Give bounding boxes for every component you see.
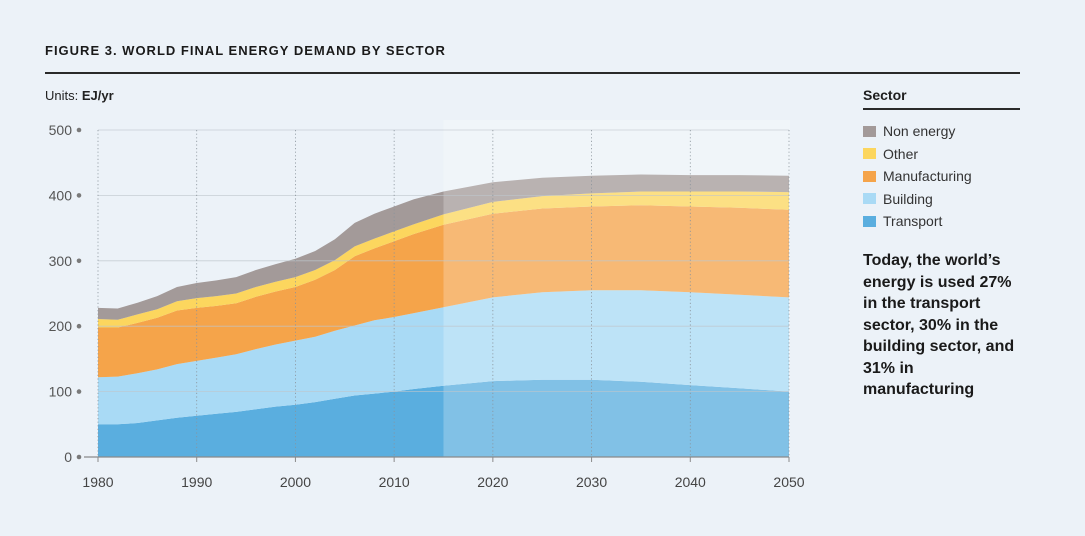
area-non-energy — [98, 174, 789, 320]
x-tick-label: 1990 — [181, 474, 212, 490]
legend-item: Building — [863, 188, 1020, 211]
legend-items: Non energy Other Manufacturing Building Tran… — [863, 120, 1020, 233]
x-tick-label: 1980 — [82, 474, 113, 490]
y-tick-dot — [76, 193, 82, 198]
x-tick-label: 2010 — [379, 474, 410, 490]
y-tick-label: 200 — [49, 318, 73, 334]
x-tick-label: 2020 — [477, 474, 508, 490]
legend-item: Manufacturing — [863, 165, 1020, 188]
legend-item: Non energy — [863, 120, 1020, 143]
units-value: EJ/yr — [81, 88, 114, 103]
legend-label: Manufacturing — [883, 168, 972, 185]
y-tick-label: 100 — [49, 384, 73, 400]
x-tick-label: 2040 — [675, 474, 706, 490]
legend-divider — [863, 108, 1020, 110]
area-transport — [98, 379, 789, 457]
legend-label: Building — [883, 190, 933, 207]
legend-swatch — [863, 193, 876, 205]
units-label: Units: EJ/yr — [45, 88, 114, 103]
legend-label: Transport — [883, 213, 943, 230]
y-tick-dot — [76, 258, 82, 264]
x-tick-label: 2050 — [773, 474, 804, 490]
x-tick-label: 2030 — [576, 474, 607, 490]
y-tick-dot — [76, 454, 82, 460]
legend-swatch — [863, 148, 876, 160]
summary-note: Today, the world’s energy is used 27% in… — [863, 252, 1015, 398]
y-tick-dot — [76, 127, 82, 133]
area-manufacturing — [98, 205, 789, 378]
y-tick-dot — [76, 323, 82, 329]
legend-title: Sector — [863, 87, 907, 103]
legend-label: Other — [883, 145, 919, 162]
x-tick-label: 2000 — [280, 474, 311, 490]
y-tick-label: 300 — [49, 253, 73, 269]
area-other — [98, 191, 789, 328]
y-tick-label: 500 — [49, 122, 73, 138]
forecast-overlay — [443, 120, 790, 457]
title-divider — [45, 72, 1020, 74]
legend-item: Transport — [863, 210, 1020, 233]
units-prefix: Units: — [45, 88, 79, 103]
legend-item: Other — [863, 143, 1020, 166]
y-tick-label: 0 — [64, 449, 72, 465]
legend: Sector Non energy Other Manufacturing Build… — [863, 86, 1020, 233]
y-tick-label: 400 — [49, 187, 73, 203]
legend-swatch — [863, 215, 876, 227]
legend-swatch — [863, 125, 876, 137]
legend-label: Non energy — [883, 123, 956, 140]
area-building — [98, 290, 789, 425]
legend-swatch — [863, 170, 876, 182]
y-tick-dot — [76, 389, 82, 394]
figure-title: FIGURE 3. WORLD FINAL ENERGY DEMAND BY S… — [45, 43, 446, 58]
